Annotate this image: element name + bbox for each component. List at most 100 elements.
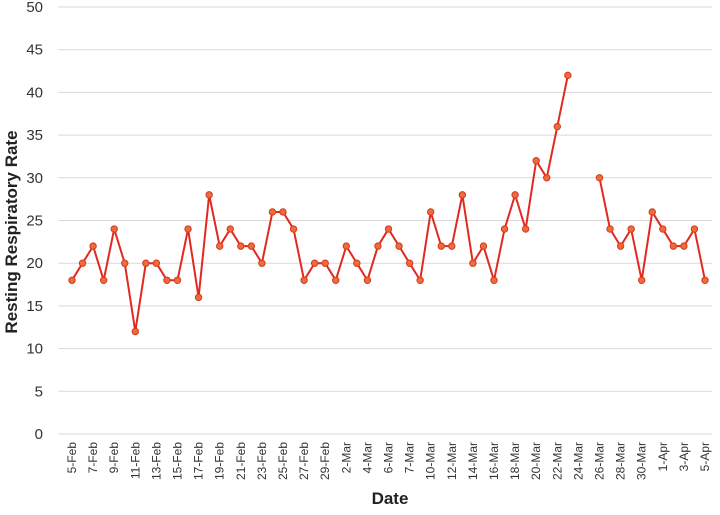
data-point-6-Feb [78,259,87,267]
y-tick-label: 5 [35,383,43,400]
data-point-16-Feb [184,225,192,233]
data-point-9-Mar [416,276,424,284]
data-point-20-Mar [532,157,540,165]
data-point-4-Mar [363,276,372,284]
y-tick-label: 15 [26,298,43,315]
data-point-16-Mar [490,276,498,284]
x-tick-label: 2-Mar [339,442,353,473]
data-point-11-Feb [131,327,140,336]
y-tick-label: 45 [26,42,43,59]
x-tick-label: 29-Feb [318,442,332,480]
y-tick-label: 40 [26,84,43,101]
data-point-28-Mar [616,242,625,250]
data-point-27-Feb [300,276,308,284]
data-point-13-Mar [458,191,467,199]
x-tick-label: 16-Mar [487,442,501,480]
x-tick-label: 28-Mar [614,442,628,480]
x-tick-label: 7-Feb [86,442,100,474]
data-point-18-Feb [205,191,213,199]
data-point-21-Feb [237,242,245,250]
data-point-26-Feb [289,225,298,233]
data-point-12-Feb [142,259,150,267]
x-tick-label: 4-Mar [360,442,374,473]
x-axis-ticks: 5-Feb 7-Feb 9-Feb 11-Feb 13-Feb 15-Feb 17-Feb 1… [65,442,712,480]
data-point-22-Feb [247,242,256,250]
data-point-10-Feb [121,259,129,267]
x-tick-label: 1-Apr [656,442,670,471]
data-point-14-Feb [163,276,171,284]
y-tick-label: 25 [26,213,43,230]
y-tick-label: 20 [26,255,43,272]
data-point-20-Feb [226,225,234,233]
data-point-2-Apr [669,242,678,250]
x-tick-label: 20-Mar [529,442,543,480]
data-point-22-Mar [553,122,561,131]
y-axis-title: Resting Respiratory Rate [2,130,21,333]
series-line-segment-1 [71,75,569,333]
data-point-19-Mar [521,225,530,233]
data-point-25-Feb [279,208,287,216]
x-tick-label: 30-Mar [635,442,649,480]
x-tick-label: 3-Apr [677,442,691,471]
data-point-18-Mar [511,191,519,199]
data-point-29-Mar [627,225,635,233]
data-point-17-Feb [194,293,203,302]
y-tick-label: 30 [26,170,43,187]
data-point-12-Mar [448,242,456,250]
x-tick-label: 27-Feb [297,442,311,480]
y-tick-label: 0 [35,426,43,443]
data-point-6-Mar [384,225,393,233]
data-point-27-Mar [606,225,614,233]
x-tick-label: 13-Feb [149,442,163,480]
data-points [68,71,709,336]
data-point-3-Apr [680,242,688,250]
data-point-31-Mar [648,208,656,216]
data-point-5-Mar [374,242,382,250]
series-line-group [71,75,706,333]
x-axis-title: Date [372,489,409,508]
data-point-1-Mar [332,276,340,284]
data-point-26-Mar [595,174,604,182]
data-point-8-Mar [405,259,414,267]
x-tick-label: 24-Mar [571,442,585,480]
data-point-9-Feb [110,225,118,233]
x-tick-label: 5-Feb [65,442,79,474]
data-point-29-Feb [321,259,329,267]
x-tick-label: 25-Feb [276,442,290,480]
y-tick-label: 50 [26,0,43,16]
data-point-24-Feb [268,208,277,216]
x-tick-label: 21-Feb [234,442,248,480]
data-point-23-Feb [258,259,266,267]
data-point-4-Apr [690,225,699,233]
data-point-2-Mar [342,242,350,250]
x-tick-label: 7-Mar [403,442,417,473]
data-point-19-Feb [216,242,224,250]
x-tick-label: 11-Feb [128,442,142,479]
x-tick-label: 26-Mar [593,442,607,480]
x-tick-label: 12-Mar [445,442,459,480]
y-tick-label: 35 [26,127,43,144]
gridlines [58,6,712,435]
data-point-8-Feb [99,276,108,284]
x-tick-label: 23-Feb [255,442,269,480]
y-axis-ticks: 0 5 10 15 20 25 30 35 40 45 50 [26,0,43,443]
y-tick-label: 10 [26,341,43,358]
data-point-3-Mar [353,259,361,267]
x-tick-label: 19-Feb [213,442,227,480]
data-point-23-Mar [564,71,572,80]
x-tick-label: 5-Apr [698,442,712,471]
x-tick-label: 15-Feb [171,442,185,480]
data-point-5-Apr [701,276,709,284]
data-point-13-Feb [152,259,161,267]
data-point-30-Mar [638,276,646,284]
x-tick-label: 6-Mar [382,442,396,473]
x-tick-label: 9-Feb [107,442,121,474]
data-point-17-Mar [500,225,509,233]
data-point-5-Feb [68,276,76,284]
data-point-14-Mar [469,259,477,267]
data-point-10-Mar [427,208,435,216]
data-point-21-Mar [543,174,551,182]
data-point-11-Mar [437,242,445,250]
x-tick-label: 17-Feb [192,442,206,480]
